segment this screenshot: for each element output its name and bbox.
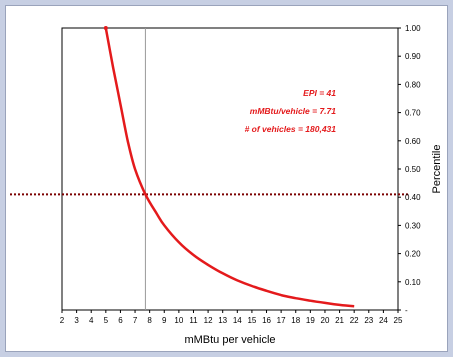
y-axis-ticks: 1.00 0.90 0.80 0.70 0.60 0.50 0.40 0.30 0.20 0.10… (398, 24, 421, 315)
y-tick-label: - (405, 306, 408, 315)
x-tick-label: 2 (60, 316, 65, 325)
x-tick-label: 17 (277, 316, 286, 325)
x-tick-label: 22 (350, 316, 359, 325)
x-tick-label: 15 (247, 316, 256, 325)
plot-area (61, 27, 399, 311)
x-axis-ticks: 2 3 4 5 6 7 8 9 10 11 12 13 14 15 16 17 18 19 20 21 22 23 24 25 (60, 310, 403, 325)
x-tick-label: 18 (291, 316, 300, 325)
y-axis-label: Percentile (431, 145, 443, 194)
percentile-chart: 2 3 4 5 6 7 8 9 10 11 12 13 14 15 16 17 18 19 20 21 22 23 24 25… (10, 24, 443, 346)
x-axis-label: mMBtu per vehicle (184, 334, 275, 346)
y-tick-label: 0.20 (405, 250, 421, 259)
x-tick-label: 12 (204, 316, 213, 325)
x-tick-label: 24 (379, 316, 388, 325)
chart-frame: 2 3 4 5 6 7 8 9 10 11 12 13 14 15 16 17 18 19 20 21 22 23 24 25… (5, 5, 448, 352)
curve-start-point (103, 26, 108, 30)
y-tick-label: 0.50 (405, 165, 421, 174)
y-tick-label: 0.80 (405, 80, 421, 89)
annotation-epi: EPI = 41 (303, 88, 336, 98)
annotation-mmbtu-per-vehicle: mMBtu/vehicle = 7.71 (250, 106, 336, 116)
x-tick-label: 3 (74, 316, 79, 325)
annotation-vehicle-count: # of vehicles = 180,431 (245, 124, 337, 134)
y-tick-label: 0.30 (405, 221, 421, 230)
x-tick-label: 13 (218, 316, 227, 325)
y-tick-label: 0.90 (405, 52, 421, 61)
x-tick-label: 7 (133, 316, 138, 325)
x-tick-label: 5 (104, 316, 109, 325)
x-tick-label: 25 (394, 316, 403, 325)
x-tick-label: 10 (174, 316, 183, 325)
x-tick-label: 9 (162, 316, 167, 325)
x-tick-label: 8 (147, 316, 152, 325)
y-tick-label: 0.40 (405, 193, 421, 202)
x-tick-label: 11 (189, 316, 198, 325)
y-tick-label: 0.10 (405, 278, 421, 287)
x-tick-label: 6 (118, 316, 123, 325)
x-tick-label: 14 (233, 316, 242, 325)
x-tick-label: 21 (335, 316, 344, 325)
y-tick-label: 1.00 (405, 24, 421, 33)
x-tick-label: 19 (306, 316, 315, 325)
x-tick-label: 20 (321, 316, 330, 325)
y-tick-label: 0.70 (405, 109, 421, 118)
y-tick-label: 0.60 (405, 137, 421, 146)
x-tick-label: 23 (364, 316, 373, 325)
x-tick-label: 4 (89, 316, 94, 325)
x-tick-label: 16 (262, 316, 271, 325)
percentile-curve (104, 27, 355, 308)
